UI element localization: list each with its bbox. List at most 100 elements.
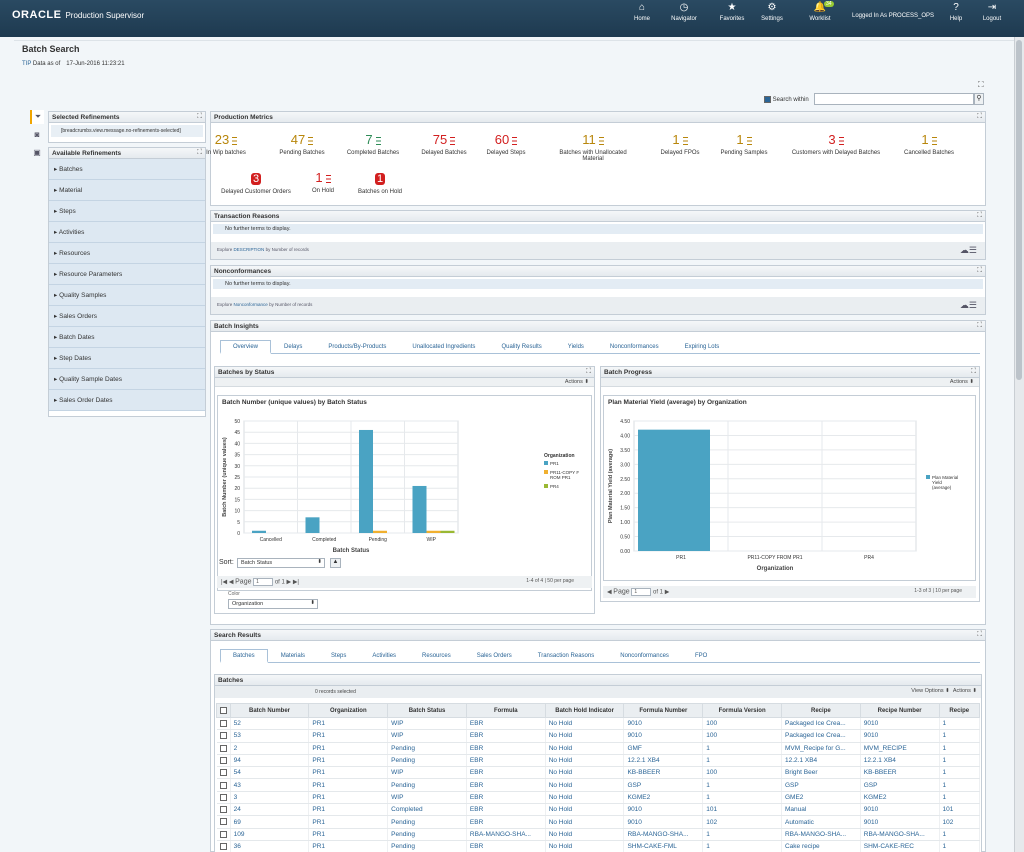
tab-nonconformances[interactable]: Nonconformances [620, 653, 669, 659]
row-checkbox[interactable] [216, 717, 231, 731]
table-cell[interactable]: 3 [230, 791, 310, 805]
actions-menu[interactable]: Actions [952, 688, 971, 694]
metric-tile[interactable]: 11 Batches with Unallocated Material [548, 133, 638, 163]
tab-delays[interactable]: Delays [284, 344, 303, 350]
expand-icon[interactable]: ⛶ [977, 212, 982, 219]
table-row[interactable]: 94 PR1 Pending EBR No Hold 12.2.1 XB4 1 12.2.1 … [216, 754, 981, 768]
table-cell[interactable]: 54 [230, 766, 310, 780]
cloud-list-icon[interactable]: ☁☰ [959, 245, 977, 255]
row-checkbox[interactable] [216, 778, 231, 792]
explore-field[interactable]: Nonconformance [233, 302, 268, 307]
row-checkbox[interactable] [216, 803, 231, 817]
next-page-icon[interactable]: ▶ [664, 589, 670, 596]
explore-field[interactable]: DESCRIPTION [233, 247, 265, 252]
column-header[interactable]: Formula Version [702, 703, 782, 718]
page-input[interactable]: 1 [631, 588, 652, 596]
table-row[interactable]: 36 PR1 Pending EBR No Hold SHM-CAKE-FML 1 Cake … [216, 840, 981, 852]
page-input[interactable]: 1 [253, 578, 274, 586]
row-checkbox[interactable] [216, 791, 231, 805]
column-header[interactable]: Formula Number [623, 703, 704, 718]
expand-icon[interactable]: ⛶ [977, 322, 982, 329]
tab-batches[interactable]: Batches [220, 649, 268, 663]
tab-products-by-products[interactable]: Products/By-Products [328, 344, 387, 350]
row-checkbox[interactable] [216, 815, 231, 829]
filter-icon[interactable]: ⏷ [30, 110, 44, 124]
expand-icon[interactable]: ⛶ [977, 267, 982, 274]
tab-resources[interactable]: Resources [422, 653, 451, 659]
select-all-checkbox[interactable] [216, 703, 231, 718]
metric-tile[interactable]: 7 Completed Batches [328, 133, 418, 157]
table-cell[interactable]: 2 [230, 742, 310, 755]
table-cell[interactable]: 69 [230, 815, 310, 829]
metric-tile[interactable]: 1 Batches on Hold [335, 171, 425, 195]
column-header[interactable]: Organization [308, 703, 389, 718]
refinement-item[interactable]: ▸ Quality Sample Dates [49, 369, 205, 390]
table-row[interactable]: 53 PR1 WIP EBR No Hold 9010 100 Packaged Ice Cr… [216, 729, 981, 743]
metric-tile[interactable]: 3 Customers with Delayed Batches [791, 133, 881, 157]
refinement-item[interactable]: ▸ Activities [49, 222, 205, 243]
bar[interactable] [305, 517, 320, 533]
tab-unallocated-ingredients[interactable]: Unallocated Ingredients [412, 344, 476, 350]
refinement-item[interactable]: ▸ Resource Parameters [49, 264, 205, 285]
search-input[interactable] [814, 93, 974, 105]
column-header[interactable]: Recipe [780, 703, 861, 718]
sort-direction-button[interactable]: ▲ [330, 558, 341, 568]
refinement-item[interactable]: ▸ Quality Samples [49, 285, 205, 306]
table-row[interactable]: 24 PR1 Completed EBR No Hold 9010 101 Manual 901… [216, 803, 981, 817]
tab-fpo[interactable]: FPO [694, 653, 708, 659]
tab-overview[interactable]: Overview [220, 340, 272, 354]
sort-select[interactable]: Batch Status [237, 558, 325, 568]
cloud-list-icon[interactable]: ☁☰ [959, 300, 977, 310]
tab-yields[interactable]: Yields [567, 344, 584, 350]
tab-activities[interactable]: Activities [372, 653, 397, 659]
table-cell[interactable]: 94 [230, 754, 310, 768]
column-header[interactable]: Recipe [938, 703, 981, 718]
actions-menu[interactable]: Actions ⬍ [601, 378, 979, 387]
table-row[interactable]: 43 PR1 Pending EBR No Hold GSP 1 GSP GSP 1 [216, 778, 981, 792]
search-icon[interactable]: ⚲ [974, 93, 984, 105]
metric-tile[interactable]: 47 Pending Batches [257, 133, 347, 157]
refinement-item[interactable]: ▸ Step Dates [49, 348, 205, 369]
table-row[interactable]: 69 PR1 Pending EBR No Hold 9010 102 Automatic 90… [216, 815, 981, 829]
metric-tile[interactable]: 1 Pending Samples [699, 133, 789, 157]
table-row[interactable]: 109 PR1 Pending RBA-MANGO-SHA... No Hold RBA-… [216, 828, 981, 841]
bar[interactable] [252, 530, 266, 533]
bar[interactable] [359, 429, 373, 533]
row-checkbox[interactable] [216, 828, 231, 841]
first-page-icon[interactable]: |◀ ◀ [221, 579, 234, 586]
tab-nonconformances[interactable]: Nonconformances [609, 344, 659, 350]
column-header[interactable]: Batch Hold Indicator [544, 703, 625, 718]
refinement-item[interactable]: ▸ Resources [49, 243, 205, 264]
bar[interactable] [440, 530, 455, 533]
table-row[interactable]: 2 PR1 Pending EBR No Hold GMF 1 MVM_Recipe for … [216, 742, 981, 755]
tab-sales-orders[interactable]: Sales Orders [476, 653, 512, 659]
logout-button[interactable]: ⇥ Logout [982, 2, 1002, 23]
nav-settings[interactable]: ⚙ Settings [761, 2, 783, 23]
metric-tile[interactable]: 1 On Hold [278, 171, 368, 195]
tab-steps[interactable]: Steps [331, 653, 347, 659]
expand-icon[interactable]: ⛶ [977, 113, 982, 120]
table-cell[interactable]: 24 [230, 803, 310, 817]
search-within[interactable]: Search within [764, 96, 809, 103]
actions-menu[interactable]: Actions ⬍ [215, 378, 594, 387]
help-button[interactable]: ? Help [949, 2, 963, 23]
metric-tile[interactable]: 75 Delayed Batches [399, 133, 489, 157]
table-row[interactable]: 52 PR1 WIP EBR No Hold 9010 100 Packaged Ice Cr… [216, 717, 981, 731]
camera-icon[interactable]: ◙ [34, 130, 40, 139]
nav-worklist[interactable]: 🔔 Worklist 34 [809, 1, 834, 22]
refinement-item[interactable]: ▸ Batches [49, 159, 205, 180]
expand-icon[interactable]: ⛶ [971, 368, 976, 375]
bar[interactable] [426, 530, 441, 533]
metric-tile[interactable]: 23 In Wip batches [181, 133, 271, 157]
bar[interactable] [373, 530, 387, 533]
nav-favorites[interactable]: ★ Favorites [719, 2, 745, 23]
table-cell[interactable]: 109 [230, 828, 310, 841]
nav-home[interactable]: ⌂ Home [633, 2, 650, 23]
column-header[interactable]: Recipe Number [859, 703, 940, 718]
table-cell[interactable]: 52 [230, 717, 310, 731]
color-select[interactable]: Organization [228, 599, 318, 609]
refinement-item[interactable]: ▸ Batch Dates [49, 327, 205, 348]
table-row[interactable]: 54 PR1 WIP EBR No Hold KB-BBEER 100 Bright Beer… [216, 766, 981, 780]
row-checkbox[interactable] [216, 754, 231, 768]
vertical-scrollbar[interactable] [1014, 37, 1024, 852]
